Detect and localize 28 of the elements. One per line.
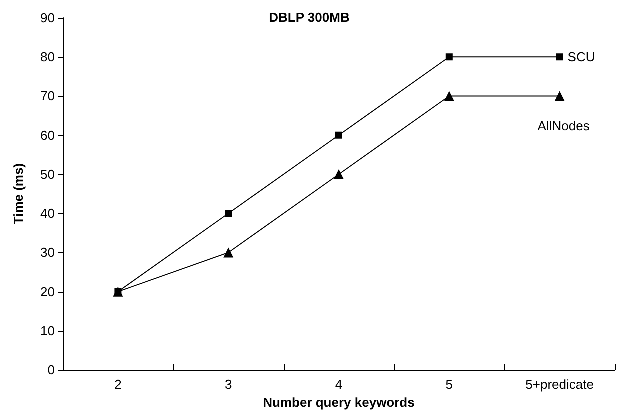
y-tick-label: 40 xyxy=(40,206,55,222)
x-axis-title: Number query keywords xyxy=(263,395,415,410)
point xyxy=(554,91,565,102)
x-tick-label: 4 xyxy=(335,377,343,392)
y-tick-label: 0 xyxy=(48,362,55,378)
y-tick-label: 90 xyxy=(40,10,55,26)
y-tick-label: 10 xyxy=(40,323,55,338)
x-tick-label: 3 xyxy=(224,377,232,392)
point xyxy=(336,132,342,139)
series-label: SCU xyxy=(568,50,596,65)
y-tick-label: 50 xyxy=(40,166,55,182)
y-tick-label: 30 xyxy=(40,245,55,260)
point xyxy=(444,91,454,102)
y-tick-label: 60 xyxy=(40,128,55,143)
x-tick-label: 5+predicate xyxy=(526,377,594,392)
point xyxy=(224,248,234,258)
y-tick-label: 80 xyxy=(40,50,55,65)
point xyxy=(446,54,453,61)
y-tick-label: 20 xyxy=(40,284,55,300)
y-tick-label: 70 xyxy=(40,88,55,104)
point xyxy=(556,54,564,61)
point xyxy=(334,169,344,180)
chart-title: DBLP 300MB xyxy=(269,10,350,25)
x-tick-label: 5 xyxy=(446,377,454,392)
point xyxy=(225,210,232,218)
y-axis-title: Time (ms) xyxy=(11,163,26,225)
x-tick-label: 2 xyxy=(114,377,122,392)
series-label: AllNodes xyxy=(538,118,590,134)
